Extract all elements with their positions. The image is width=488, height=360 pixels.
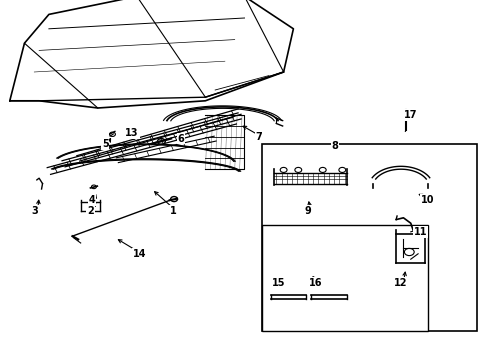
Text: 4: 4 — [88, 195, 95, 205]
Text: 16: 16 — [308, 278, 322, 288]
Text: 15: 15 — [271, 278, 285, 288]
Text: 6: 6 — [177, 134, 184, 144]
Text: 17: 17 — [403, 110, 417, 120]
Text: 2: 2 — [87, 206, 94, 216]
Text: 8: 8 — [331, 141, 338, 151]
Text: 13: 13 — [125, 128, 139, 138]
Text: 3: 3 — [32, 206, 39, 216]
Text: 5: 5 — [102, 139, 108, 149]
Text: 11: 11 — [413, 227, 427, 237]
Text: 14: 14 — [132, 249, 146, 259]
Text: 9: 9 — [304, 206, 311, 216]
Bar — [261, 144, 476, 331]
Text: 1: 1 — [170, 206, 177, 216]
Bar — [261, 225, 427, 331]
Text: 10: 10 — [420, 195, 434, 205]
Text: 12: 12 — [393, 278, 407, 288]
Text: 7: 7 — [255, 132, 262, 142]
